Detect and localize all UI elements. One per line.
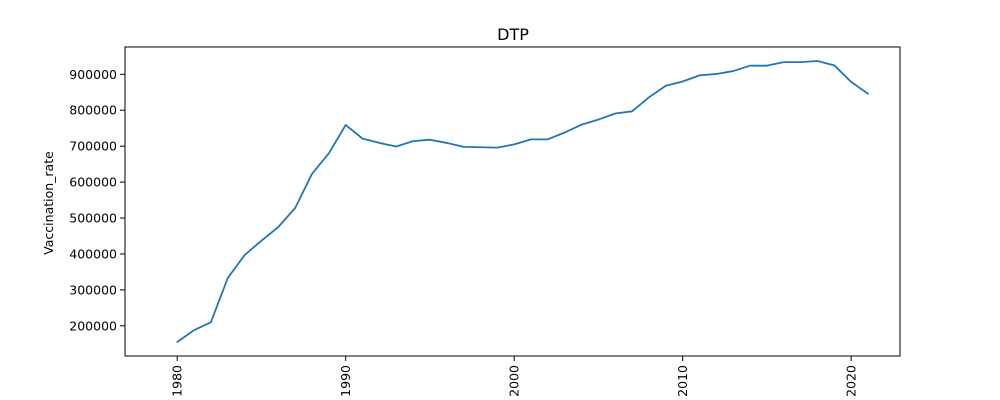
- y-tick-label: 500000: [69, 211, 117, 226]
- plot-area: [176, 60, 869, 343]
- y-tick-label: 700000: [69, 139, 117, 154]
- x-tick-label: 1990: [338, 365, 353, 397]
- y-tick-label: 200000: [69, 318, 117, 333]
- y-tick-label: 800000: [69, 103, 117, 118]
- y-axis-label: Vaccination_rate: [41, 151, 56, 255]
- y-tick-label: 900000: [69, 67, 117, 82]
- y-axis: 200000 300000 400000 500000 600000 700000 8000…: [69, 67, 125, 333]
- x-tick-label: 2020: [844, 365, 859, 397]
- chart-title: DTP: [497, 25, 529, 44]
- y-tick-label: 600000: [69, 175, 117, 190]
- x-tick-label: 1980: [170, 365, 185, 397]
- y-tick-label: 400000: [69, 246, 117, 261]
- x-axis: 1980 1990 2000 2010 2020: [170, 356, 859, 397]
- x-tick-label: 2000: [507, 365, 522, 397]
- plot-frame: [124, 46, 901, 357]
- series-line-0: [176, 60, 869, 343]
- y-tick-label: 300000: [69, 282, 117, 297]
- x-tick-label: 2010: [675, 365, 690, 397]
